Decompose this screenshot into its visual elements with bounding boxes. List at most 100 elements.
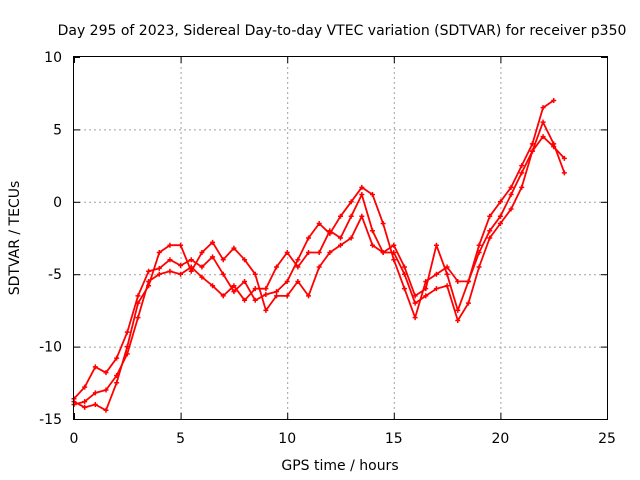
data-point [284, 293, 290, 299]
data-point [508, 206, 514, 212]
data-point [156, 265, 162, 271]
data-point [476, 249, 482, 255]
data-point [519, 170, 525, 176]
data-point [540, 105, 546, 111]
data-point [82, 404, 88, 410]
data-point [348, 235, 354, 241]
data-point [391, 257, 397, 263]
data-point [135, 293, 141, 299]
data-point [423, 286, 429, 292]
data-point [338, 235, 343, 241]
data-point [551, 97, 557, 103]
chart-title: Day 295 of 2023, Sidereal Day-to-day VTE… [58, 23, 627, 39]
y-tick-label: 5 [53, 122, 62, 138]
data-point [231, 245, 237, 251]
data-point [156, 271, 162, 277]
data-point [433, 271, 439, 277]
data-point [220, 271, 226, 277]
y-tick-label: 10 [44, 50, 62, 66]
data-point [540, 134, 546, 140]
data-point [220, 293, 226, 299]
data-point [92, 364, 98, 370]
grid-lines [74, 57, 607, 419]
data-point [369, 228, 375, 234]
data-point [359, 192, 365, 198]
data-point [242, 297, 248, 303]
data-point [529, 148, 535, 154]
data-point [210, 239, 216, 245]
x-axis-label: GPS time / hours [281, 458, 398, 474]
data-point [178, 263, 184, 269]
data-point [412, 300, 418, 306]
data-point [167, 268, 173, 274]
data-point [561, 155, 567, 161]
data-point [455, 307, 461, 313]
x-tick-label: 0 [70, 431, 79, 447]
data-point [412, 293, 418, 299]
data-point [540, 119, 546, 125]
data-point [508, 184, 514, 190]
data-point [529, 141, 535, 147]
data-point [295, 264, 301, 270]
data-point [519, 163, 525, 169]
data-point [327, 249, 333, 255]
data-point [274, 293, 280, 299]
data-point [263, 291, 269, 297]
data-point [338, 242, 343, 248]
data-point [114, 380, 120, 386]
data-point [167, 242, 173, 248]
data-point [316, 249, 322, 255]
data-point [423, 293, 429, 299]
data-point [433, 242, 439, 248]
x-tick-label: 20 [491, 431, 509, 447]
data-point [401, 264, 407, 270]
data-point [231, 283, 237, 289]
data-point [487, 228, 493, 234]
data-point [508, 192, 514, 198]
data-point [242, 257, 248, 263]
y-tick-label: -5 [48, 267, 62, 283]
data-point [455, 278, 461, 284]
data-point [391, 249, 397, 255]
y-axis-label: SDTVAR / TECUs [7, 181, 23, 296]
data-point [476, 242, 482, 248]
data-point [359, 184, 365, 190]
data-point [210, 283, 216, 289]
series-group [71, 97, 567, 413]
x-tick-label: 10 [278, 431, 296, 447]
data-point [487, 213, 493, 219]
data-point [135, 300, 141, 306]
data-point [284, 278, 290, 284]
data-point [188, 268, 194, 274]
data-point [369, 192, 375, 198]
data-point [561, 170, 567, 176]
data-point [82, 384, 88, 390]
y-tick-label: -10 [39, 340, 62, 356]
y-tick-label: 0 [53, 195, 62, 211]
x-tick-label: 25 [598, 431, 616, 447]
data-point [295, 278, 301, 284]
data-point [252, 271, 258, 277]
data-point [92, 390, 98, 396]
data-point [252, 297, 258, 303]
data-point [103, 407, 109, 413]
data-point [306, 293, 312, 299]
x-tick-label: 5 [176, 431, 185, 447]
data-point [551, 144, 557, 150]
data-point [199, 264, 205, 270]
data-point [369, 242, 375, 248]
data-point [92, 402, 98, 408]
data-point [444, 264, 450, 270]
data-point [327, 228, 333, 234]
data-point [146, 268, 152, 274]
data-point [199, 249, 205, 255]
x-tick-label: 15 [385, 431, 403, 447]
tick-marks [74, 57, 608, 420]
data-point [348, 199, 354, 205]
data-point [284, 249, 290, 255]
data-point [306, 235, 312, 241]
data-point [476, 264, 482, 270]
y-tick-labels: -15 -10 -5 0 5 10 [39, 50, 62, 428]
data-point [199, 274, 205, 280]
